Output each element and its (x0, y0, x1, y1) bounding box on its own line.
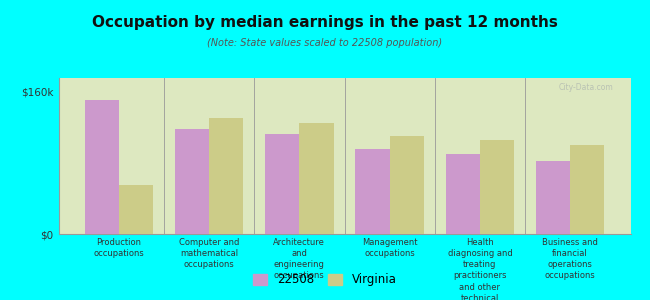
Bar (570, 145, 604, 234)
Bar (300, 123, 333, 234)
Bar (389, 136, 424, 234)
Text: (Note: State values scaled to 22508 population): (Note: State values scaled to 22508 popu… (207, 38, 443, 47)
Bar (84, 100, 119, 234)
Legend: 22508, Virginia: 22508, Virginia (248, 269, 402, 291)
Bar (265, 134, 300, 234)
Bar (119, 185, 153, 234)
Text: Occupation by median earnings in the past 12 months: Occupation by median earnings in the pas… (92, 15, 558, 30)
Bar (446, 154, 480, 234)
Bar (356, 149, 389, 234)
Bar (209, 118, 243, 234)
Bar (536, 161, 570, 234)
Bar (175, 129, 209, 234)
Text: City-Data.com: City-Data.com (558, 83, 614, 92)
Bar (480, 140, 514, 234)
